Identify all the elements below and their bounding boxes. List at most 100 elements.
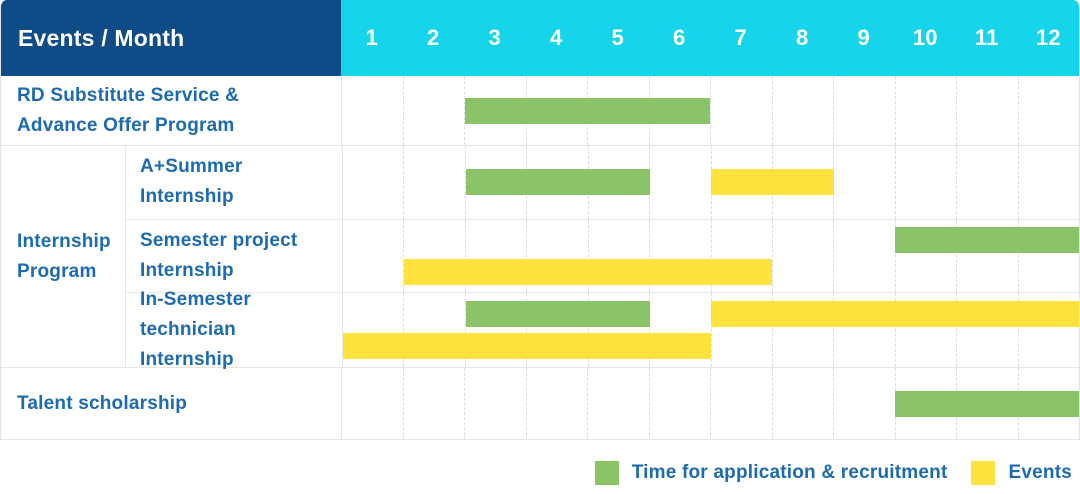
row-label-rd-substitute-service: RD Substitute Service & Advance Offer Pr… bbox=[17, 84, 240, 136]
grid-cell-month-9 bbox=[834, 76, 896, 145]
grid-cell-month-2 bbox=[404, 76, 465, 145]
row-label-in-semester-technician-internship: In-Semester technician Internship bbox=[140, 289, 251, 370]
legend-green-swatch bbox=[594, 461, 619, 485]
grid-cell-month-8 bbox=[773, 368, 834, 439]
month-header-10: 10 bbox=[912, 25, 938, 50]
chart-cell-semester-project-internship bbox=[342, 219, 1079, 293]
legend: Time for application & recruitment Event… bbox=[0, 440, 1080, 494]
group-internship-program: Internship Program A+Summer Internship S… bbox=[1, 146, 1079, 370]
chart-cell-in-semester-technician-internship bbox=[342, 293, 1079, 367]
bar-lines bbox=[343, 146, 1079, 219]
month-header-2: 2 bbox=[427, 25, 440, 50]
grid-cell-month-3 bbox=[466, 293, 528, 367]
grid-cell-month-8 bbox=[773, 293, 835, 367]
bar-lines bbox=[342, 76, 1079, 145]
events-month-header-cell: Events / Month bbox=[1, 0, 341, 76]
grid-cell-month-7 bbox=[711, 368, 773, 439]
row-semester-project-internship: Semester project Internship bbox=[126, 219, 1079, 293]
grid-cell-month-2 bbox=[404, 146, 466, 219]
grid-cell-month-10 bbox=[896, 293, 958, 367]
recruitment-bar bbox=[894, 391, 1079, 417]
grid-cell-month-5 bbox=[588, 368, 650, 439]
chart-cell-a-plus-summer-internship bbox=[342, 146, 1079, 219]
grid-cell-month-8 bbox=[773, 146, 835, 219]
recruitment-bar bbox=[465, 169, 650, 196]
month-header-4: 4 bbox=[550, 25, 563, 50]
grid-cell-month-9 bbox=[834, 146, 896, 219]
grid-cell-month-9 bbox=[834, 293, 896, 367]
row-talent-scholarship: Talent scholarship bbox=[1, 368, 1079, 439]
bar-line bbox=[342, 97, 1079, 124]
schedule-table: Events / Month 1 2 3 4 5 6 7 8 9 10 11 12 RD Substi… bbox=[0, 0, 1080, 440]
grid-cell-month-4 bbox=[527, 219, 589, 292]
grid-cell-month-10 bbox=[896, 76, 957, 145]
legend-green-label: Time for application & recruitment bbox=[631, 462, 948, 483]
recruitment-bar bbox=[465, 301, 650, 327]
grid-cell-month-11 bbox=[957, 146, 1019, 219]
grid-cell-month-6 bbox=[650, 368, 711, 439]
events-bar bbox=[343, 333, 711, 359]
bar-line bbox=[343, 169, 1079, 196]
grid-cell-month-3 bbox=[466, 219, 528, 292]
grid-cell-month-1 bbox=[343, 293, 405, 367]
month-header-5: 5 bbox=[611, 25, 624, 50]
grid-cell-month-5 bbox=[589, 293, 651, 367]
bar-line bbox=[343, 226, 1079, 253]
month-header-8: 8 bbox=[796, 25, 809, 50]
row-label-a-plus-summer-internship: A+Summer Internship bbox=[140, 156, 243, 208]
bar-line bbox=[343, 301, 1079, 327]
recruitment-bar bbox=[895, 226, 1079, 253]
grid-cell-month-1 bbox=[343, 146, 405, 219]
internship-program-subrows: A+Summer Internship Semester project Int… bbox=[125, 146, 1079, 370]
grid-cell-month-6 bbox=[650, 76, 711, 145]
grid-cell-month-11 bbox=[957, 219, 1019, 292]
month-header-3: 3 bbox=[488, 25, 501, 50]
month-gridlines bbox=[343, 293, 1079, 367]
bar-lines bbox=[343, 220, 1079, 293]
grid-cell-month-11 bbox=[957, 76, 1019, 145]
month-header-9: 9 bbox=[857, 25, 870, 50]
grid-cell-month-2 bbox=[404, 293, 466, 367]
grid-cell-month-5 bbox=[589, 219, 651, 292]
grid-cell-month-7 bbox=[711, 76, 773, 145]
chart-cell-rd-substitute-service bbox=[341, 76, 1079, 145]
month-header-7: 7 bbox=[734, 25, 747, 50]
recruitment-bar bbox=[464, 97, 711, 124]
events-bar bbox=[711, 301, 1079, 327]
grid-cell-month-6 bbox=[650, 219, 712, 292]
grid-cell-month-4 bbox=[527, 368, 588, 439]
grid-cell-month-10 bbox=[896, 219, 958, 292]
chart-cell-talent-scholarship bbox=[341, 368, 1079, 439]
grid-cell-month-1 bbox=[342, 368, 404, 439]
bar-lines bbox=[343, 293, 1079, 367]
row-in-semester-technician-internship: In-Semester technician Internship bbox=[126, 289, 1079, 370]
grid-cell-month-3 bbox=[465, 368, 527, 439]
month-header-11: 11 bbox=[974, 25, 999, 50]
month-gridlines bbox=[343, 219, 1079, 292]
month-header-1: 1 bbox=[365, 25, 378, 50]
grid-cell-month-11 bbox=[957, 293, 1019, 367]
legend-yellow-label: Events bbox=[1008, 462, 1072, 483]
grid-cell-month-9 bbox=[834, 219, 896, 292]
group-label-internship-program: Internship Program bbox=[17, 230, 111, 282]
legend-yellow-swatch bbox=[971, 461, 996, 485]
month-header-6: 6 bbox=[673, 25, 686, 50]
bar-line bbox=[343, 333, 1079, 359]
grid-cell-month-7 bbox=[712, 293, 773, 367]
grid-cell-month-10 bbox=[896, 146, 958, 219]
grid-cell-month-8 bbox=[773, 219, 835, 292]
events-bar bbox=[711, 169, 834, 196]
grid-cell-month-7 bbox=[712, 219, 773, 292]
grid-cell-month-4 bbox=[527, 293, 589, 367]
legend-item-recruitment: Time for application & recruitment bbox=[594, 461, 948, 485]
grid-cell-month-2 bbox=[404, 219, 466, 292]
row-label-talent-scholarship: Talent scholarship bbox=[17, 393, 188, 414]
grid-cell-month-6 bbox=[650, 293, 712, 367]
month-header-row: 1 2 3 4 5 6 7 8 9 10 11 12 bbox=[341, 0, 1079, 76]
legend-item-events: Events bbox=[971, 461, 1072, 485]
grid-cell-month-1 bbox=[342, 76, 404, 145]
bar-line bbox=[343, 258, 1079, 285]
header-row: Events / Month 1 2 3 4 5 6 7 8 9 10 11 12 bbox=[1, 0, 1079, 76]
row-a-plus-summer-internship: A+Summer Internship bbox=[126, 146, 1079, 220]
